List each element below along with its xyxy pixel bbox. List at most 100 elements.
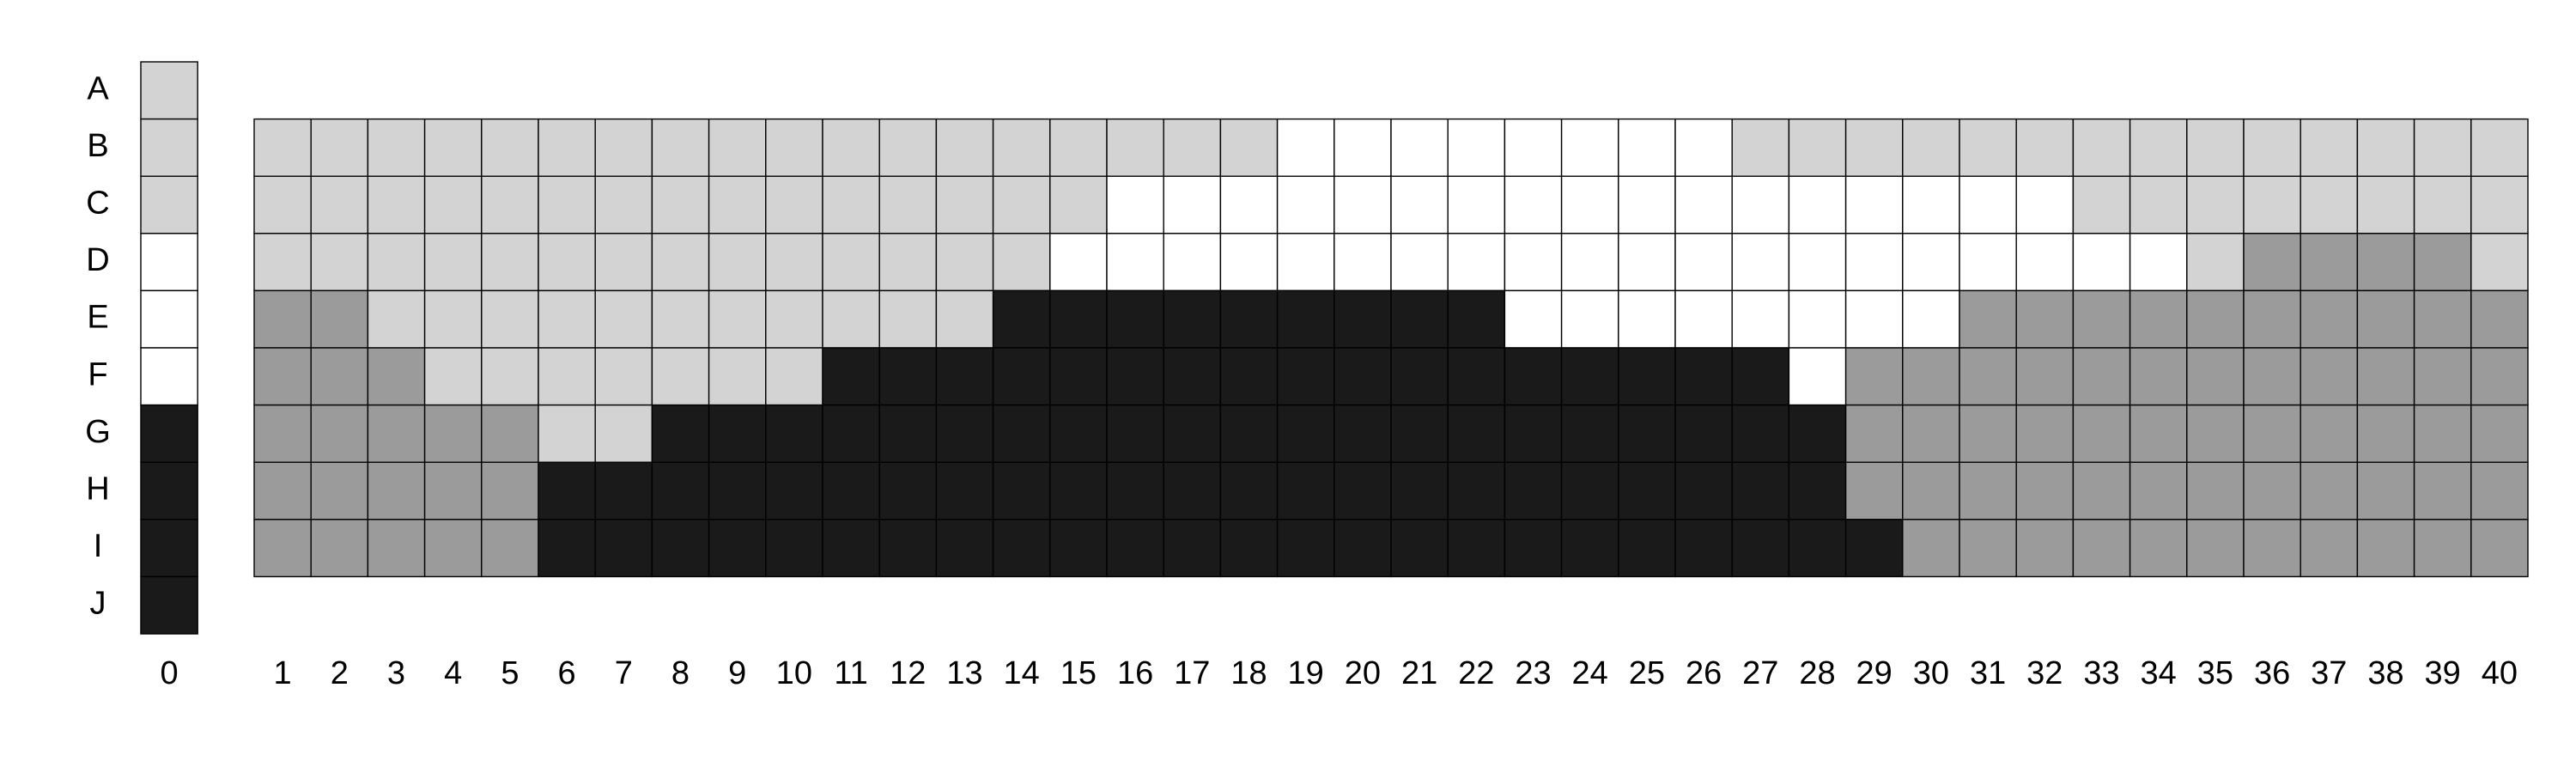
grid-cell-C-15 <box>1049 175 1108 234</box>
grid-cell-I-22 <box>1447 519 1506 578</box>
grid-cell-B-3 <box>367 118 426 177</box>
grid-cell-G-11 <box>822 404 880 463</box>
grid-cell-D-16 <box>1106 233 1164 292</box>
grid-cell-I-34 <box>2129 519 2188 578</box>
grid-cell-C-17 <box>1163 175 1222 234</box>
grid-cell-H-7 <box>594 461 653 520</box>
grid-cell-H-10 <box>765 461 823 520</box>
grid-cell-G-10 <box>765 404 823 463</box>
grid-cell-D-8 <box>651 233 710 292</box>
row-label-C: C <box>86 186 109 222</box>
grid-cell-I-12 <box>878 519 938 578</box>
grid-cell-D-25 <box>1618 233 1676 292</box>
grid-cell-I-7 <box>594 519 653 578</box>
grid-cell-I-18 <box>1219 519 1279 578</box>
col-label-2: 2 <box>331 655 349 691</box>
grid-cell-G-28 <box>1788 404 1847 463</box>
grid-cell-B-8 <box>651 118 710 177</box>
grid-cell-H-22 <box>1447 461 1506 520</box>
grid-cell-C-23 <box>1504 175 1563 234</box>
key-cell-A <box>140 61 198 120</box>
grid-cell-I-10 <box>765 519 823 578</box>
grid-cell-E-20 <box>1334 289 1392 349</box>
grid-cell-G-29 <box>1844 404 1904 463</box>
grid-cell-B-36 <box>2243 118 2301 177</box>
col-label-1: 1 <box>274 655 292 691</box>
grid-cell-B-18 <box>1219 118 1279 177</box>
grid-cell-F-20 <box>1334 347 1392 406</box>
grid-cell-B-34 <box>2129 118 2188 177</box>
grid-cell-G-31 <box>1959 404 2017 463</box>
grid-cell-D-11 <box>822 233 880 292</box>
grid-cell-D-7 <box>594 233 653 292</box>
grid-cell-F-11 <box>822 347 880 406</box>
grid-cell-G-16 <box>1106 404 1164 463</box>
grid-cell-C-18 <box>1219 175 1279 234</box>
grid-cell-D-38 <box>2356 233 2415 292</box>
grid-cell-B-13 <box>935 118 994 177</box>
grid-cell-G-7 <box>594 404 653 463</box>
grid-cell-G-38 <box>2356 404 2415 463</box>
grid-cell-G-26 <box>1674 404 1733 463</box>
grid-cell-B-1 <box>253 118 312 177</box>
grid-cell-E-25 <box>1618 289 1676 349</box>
grid-cell-B-32 <box>2015 118 2075 177</box>
grid-cell-C-13 <box>935 175 994 234</box>
grid-cell-F-9 <box>708 347 767 406</box>
grid-cell-F-22 <box>1447 347 1506 406</box>
grid-cell-G-30 <box>1902 404 1960 463</box>
grid-cell-D-17 <box>1163 233 1222 292</box>
grid-cell-E-16 <box>1106 289 1164 349</box>
grid-cell-G-15 <box>1049 404 1108 463</box>
col-label-9: 9 <box>728 655 746 691</box>
grid-cell-C-27 <box>1731 175 1790 234</box>
grid-cell-I-27 <box>1731 519 1790 578</box>
col-label-13: 13 <box>946 655 982 691</box>
grid-cell-F-24 <box>1560 347 1619 406</box>
grid-cell-I-24 <box>1560 519 1619 578</box>
grid-cell-H-33 <box>2072 461 2131 520</box>
col-label-25: 25 <box>1629 655 1665 691</box>
grid-cell-D-21 <box>1390 233 1449 292</box>
grid-cell-E-4 <box>423 289 483 349</box>
grid-cell-I-26 <box>1674 519 1733 578</box>
grid-cell-D-14 <box>992 233 1051 292</box>
grid-cell-D-30 <box>1902 233 1960 292</box>
grid-cell-E-23 <box>1504 289 1563 349</box>
grid-cell-I-25 <box>1618 519 1676 578</box>
grid-cell-F-25 <box>1618 347 1676 406</box>
grid-cell-G-14 <box>992 404 1051 463</box>
grid-cell-G-19 <box>1276 404 1335 463</box>
grid-cell-C-12 <box>878 175 938 234</box>
grid-cell-H-15 <box>1049 461 1108 520</box>
grid-cell-E-34 <box>2129 289 2188 349</box>
grid-cell-F-10 <box>765 347 823 406</box>
grid-cell-G-27 <box>1731 404 1790 463</box>
grid-cell-E-7 <box>594 289 653 349</box>
grid-cell-E-6 <box>538 289 596 349</box>
grid-cell-H-20 <box>1334 461 1392 520</box>
grid-cell-D-40 <box>2470 233 2529 292</box>
grid-cell-D-1 <box>253 233 312 292</box>
grid-cell-I-20 <box>1334 519 1392 578</box>
grid-cell-G-8 <box>651 404 710 463</box>
grid-cell-G-32 <box>2015 404 2075 463</box>
col-label-11: 11 <box>834 655 867 691</box>
row-label-H: H <box>86 472 109 508</box>
grid-cell-C-29 <box>1844 175 1904 234</box>
grid-cell-D-6 <box>538 233 596 292</box>
grid-cell-I-38 <box>2356 519 2415 578</box>
grid-cell-E-38 <box>2356 289 2415 349</box>
grid-cell-G-40 <box>2470 404 2529 463</box>
grid-cell-E-21 <box>1390 289 1449 349</box>
grid-cell-I-16 <box>1106 519 1164 578</box>
grid-cell-C-9 <box>708 175 767 234</box>
grid-cell-I-19 <box>1276 519 1335 578</box>
grid-cell-H-5 <box>481 461 539 520</box>
grid-cell-D-32 <box>2015 233 2075 292</box>
grid-cell-E-9 <box>708 289 767 349</box>
grid-cell-H-36 <box>2243 461 2301 520</box>
col-label-33: 33 <box>2083 655 2119 691</box>
grid-cell-H-26 <box>1674 461 1733 520</box>
grid-cell-G-34 <box>2129 404 2188 463</box>
